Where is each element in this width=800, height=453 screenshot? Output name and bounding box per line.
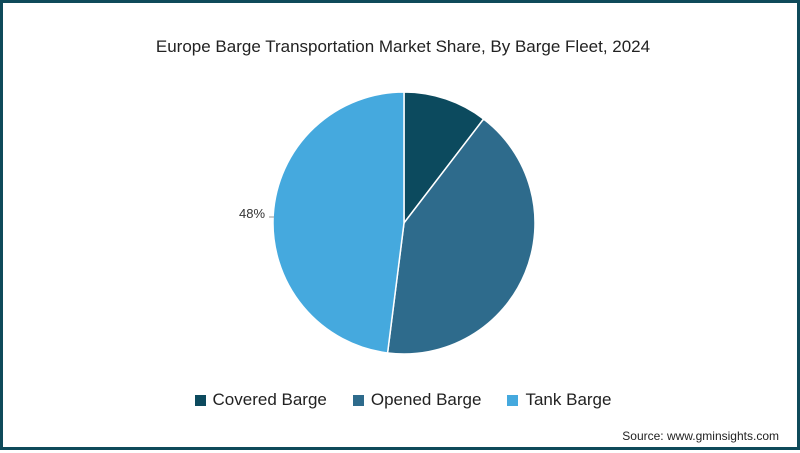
- legend-item-tank-barge: Tank Barge: [507, 390, 611, 410]
- chart-title: Europe Barge Transportation Market Share…: [155, 37, 651, 56]
- pie-slice-covered-barge: [403, 91, 485, 226]
- legend-item-opened-barge: Opened Barge: [352, 390, 482, 410]
- legend-label: Opened Barge: [370, 390, 482, 409]
- tank-barge-pct-label: 48%: [239, 206, 266, 221]
- legend-item-covered-barge: Covered Barge: [194, 390, 327, 410]
- legend-swatch-icon: [507, 394, 519, 406]
- pie-slice-tank-barge: [272, 91, 405, 354]
- legend: Covered Barge Opened Barge Tank Barge: [3, 390, 800, 410]
- legend-label: Tank Barge: [525, 390, 612, 409]
- pie-slice-opened-barge: [386, 117, 536, 355]
- pie-chart: [269, 91, 536, 355]
- source-note: Source: www.gminsights.com: [622, 429, 779, 443]
- legend-swatch-icon: [352, 394, 364, 406]
- legend-swatch-icon: [194, 394, 206, 406]
- legend-label: Covered Barge: [212, 390, 327, 409]
